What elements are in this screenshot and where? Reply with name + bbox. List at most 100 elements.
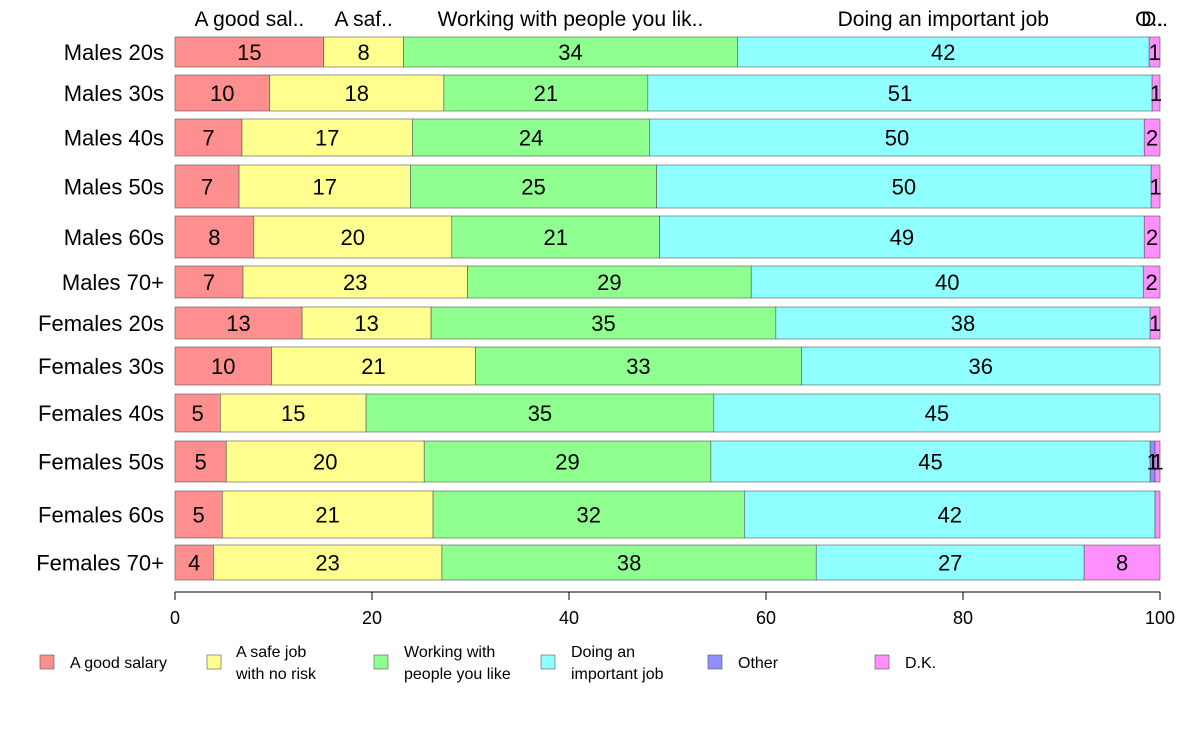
legend: A good salary A safe job with no risk Worki…	[39, 644, 936, 683]
bar-segment	[269, 74, 445, 112]
bar-value-label: 5	[192, 401, 204, 426]
category-label: Males 70+	[62, 270, 164, 295]
x-tick-label: 100	[1145, 608, 1175, 628]
x-tick-label: 60	[756, 608, 776, 628]
bar-segment	[443, 74, 649, 112]
bar-value-label: 15	[237, 40, 261, 65]
bar-value-label: 4	[188, 551, 200, 576]
bar-value-label: 36	[968, 354, 992, 379]
bar-segment	[301, 306, 432, 340]
legend-swatch	[540, 654, 556, 670]
bar-value-label: 51	[888, 81, 912, 106]
bar-value-label: 17	[315, 126, 339, 151]
bar-segment	[1154, 440, 1161, 483]
bar-segment	[242, 265, 468, 299]
bar-value-label: 5	[194, 450, 206, 475]
category-label: Males 60s	[64, 225, 164, 250]
bar-value-label: 29	[597, 270, 621, 295]
bar-segment	[647, 74, 1153, 112]
bar-value-label: 42	[937, 503, 961, 528]
bar-value-label: 38	[617, 551, 641, 576]
bar-value-label: 50	[885, 126, 909, 151]
bar-value-label: 23	[315, 551, 339, 576]
bar-segment	[410, 164, 657, 209]
bar-value-label: 23	[343, 270, 367, 295]
bar-segment	[1151, 74, 1161, 112]
bar-segment	[221, 490, 434, 539]
bar-segment	[253, 215, 453, 259]
legend-label: A safe job	[236, 644, 306, 661]
legend-label: D.K.	[905, 655, 936, 672]
y-axis-labels: Males 20s Males 30s Males 40s Males 50s Male…	[36, 40, 164, 576]
category-label: Females 40s	[38, 401, 164, 426]
bar-value-label: 42	[931, 40, 955, 65]
bar-value-label: 21	[361, 354, 385, 379]
category-label: Males 40s	[64, 126, 164, 151]
x-tick-label: 80	[953, 608, 973, 628]
category-label: Males 50s	[64, 175, 164, 200]
bar-value-label: 29	[555, 450, 579, 475]
bar-segment	[467, 265, 752, 299]
bar-segment	[213, 544, 443, 581]
bar-segment	[475, 346, 802, 386]
bar-value-label: 21	[543, 225, 567, 250]
top-label: Working with people you lik..	[438, 8, 704, 31]
bar-value-label: 8	[358, 40, 370, 65]
bar-value-label: 13	[226, 311, 250, 336]
x-tick-label: 0	[170, 608, 180, 628]
bar-value-label: 17	[312, 175, 336, 200]
bar-value-label: 1	[1149, 175, 1161, 200]
bar-value-label: 13	[354, 311, 378, 336]
bar-value-label: 10	[211, 354, 235, 379]
bar-value-label: 21	[315, 503, 339, 528]
bar-segment	[656, 164, 1152, 209]
bar-segment	[750, 265, 1144, 299]
bar-segment	[174, 164, 240, 209]
bar-value-label: 34	[558, 40, 582, 65]
bar-segment	[713, 393, 1161, 433]
bar-value-label: 25	[521, 175, 545, 200]
bar-segment	[1148, 36, 1161, 68]
category-label: Females 50s	[38, 450, 164, 475]
bar-segment	[220, 393, 367, 433]
bar-segment	[1150, 164, 1161, 209]
bar-segment	[174, 393, 221, 433]
bar-value-label: 2	[1146, 225, 1158, 250]
bar-segment	[412, 118, 651, 157]
legend-swatch	[373, 654, 389, 670]
legend-label: Working with	[404, 644, 495, 661]
bar-segment	[1143, 118, 1161, 157]
bars-area: 15 8 34 42 110 18 21 51 17 17 24 50 27 17 25 50 18 20 21 49…	[174, 36, 1164, 581]
category-label: Females 70+	[36, 551, 164, 576]
bar-value-label: 2	[1146, 270, 1158, 295]
bar-value-label: 10	[210, 81, 234, 106]
bar-value-label: 2	[1146, 126, 1158, 151]
bar-segment	[174, 490, 223, 539]
x-axis: 0 20 40 60 80 100	[170, 591, 1175, 628]
bar-value-label: 20	[341, 225, 365, 250]
bar-value-label: 1	[1148, 40, 1160, 65]
bar-segment	[238, 164, 411, 209]
bar-value-label: 45	[918, 450, 942, 475]
bar-segment	[174, 74, 270, 112]
bar-value-label: 45	[925, 401, 949, 426]
legend-swatch	[206, 654, 222, 670]
bar-value-label: 7	[203, 270, 215, 295]
x-tick-label: 20	[362, 608, 382, 628]
bar-segment	[423, 440, 712, 483]
bar-value-label: 40	[935, 270, 959, 295]
bar-value-label: 33	[626, 354, 650, 379]
bar-value-label: 5	[193, 503, 205, 528]
x-tick-label: 40	[559, 608, 579, 628]
bar-segment	[815, 544, 1085, 581]
bar-segment	[441, 544, 817, 581]
bar-value-label: 1	[1150, 81, 1162, 106]
bar-segment	[174, 440, 227, 483]
bar-segment	[432, 490, 745, 539]
bar-value-label: 7	[201, 175, 213, 200]
top-label: D..	[1141, 8, 1168, 31]
bar-value-label: 35	[591, 311, 615, 336]
bar-segment	[323, 36, 404, 68]
bar-value-label: 20	[313, 450, 337, 475]
